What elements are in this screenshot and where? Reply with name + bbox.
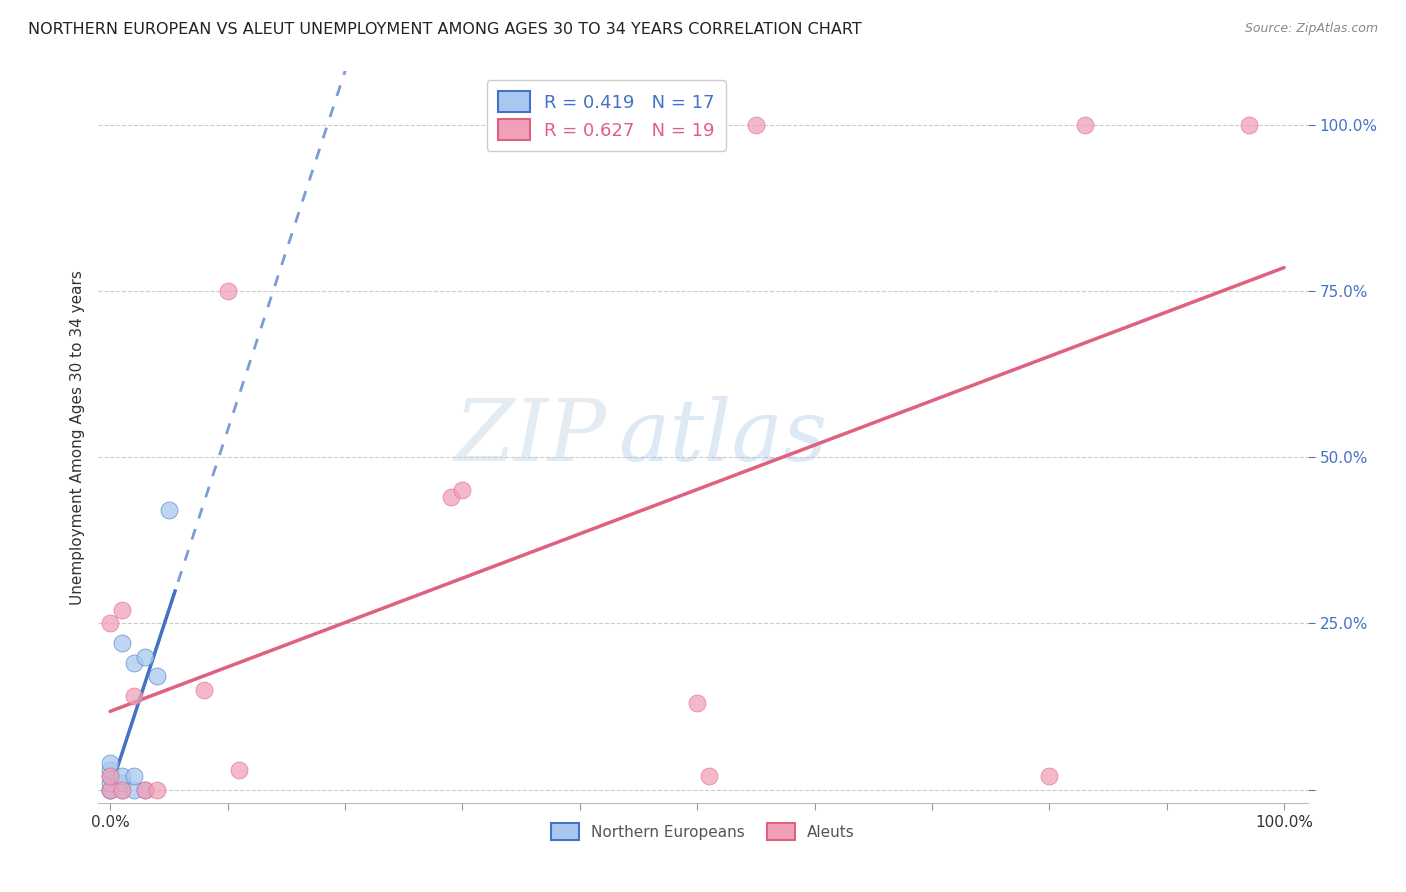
Point [686,696,709,710]
Point [111,636,134,650]
Point [111,782,134,797]
Text: ZIP: ZIP [454,396,606,478]
Point [122,782,145,797]
Point [1237,118,1260,132]
Point [697,769,720,783]
Point [98,763,121,777]
Point [745,118,768,132]
Point [439,490,461,504]
Point [98,769,121,783]
Point [193,682,215,697]
Point [146,782,169,797]
Point [98,782,121,797]
Point [111,782,134,797]
Point [134,782,156,797]
Text: atlas: atlas [619,396,828,478]
Point [98,782,121,797]
Point [228,763,250,777]
Text: Source: ZipAtlas.com: Source: ZipAtlas.com [1244,22,1378,36]
Point [98,776,121,790]
Point [98,782,121,797]
Point [217,284,239,298]
Point [134,649,156,664]
Point [122,656,145,670]
Point [98,616,121,631]
Point [98,756,121,770]
Point [111,769,134,783]
Point [157,503,180,517]
Point [134,782,156,797]
Text: NORTHERN EUROPEAN VS ALEUT UNEMPLOYMENT AMONG AGES 30 TO 34 YEARS CORRELATION CH: NORTHERN EUROPEAN VS ALEUT UNEMPLOYMENT … [28,22,862,37]
Legend: Northern Europeans, Aleuts: Northern Europeans, Aleuts [546,816,860,847]
Point [98,769,121,783]
Y-axis label: Unemployment Among Ages 30 to 34 years: Unemployment Among Ages 30 to 34 years [69,269,84,605]
Point [122,769,145,783]
Point [122,690,145,704]
Point [111,603,134,617]
Point [111,776,134,790]
Point [1038,769,1060,783]
Point [451,483,474,498]
Point [1073,118,1095,132]
Point [146,669,169,683]
